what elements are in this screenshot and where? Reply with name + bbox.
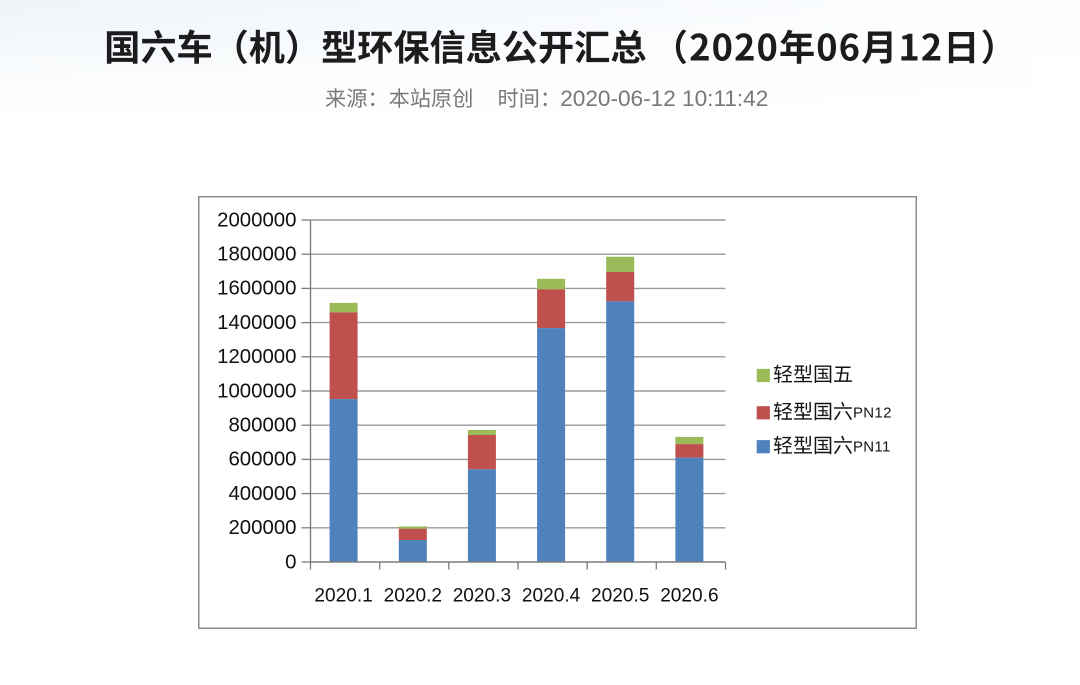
svg-text:800000: 800000 [228,415,296,437]
svg-text:2020.1: 2020.1 [314,586,372,607]
svg-text:1800000: 1800000 [217,244,296,266]
svg-text:PN11: PN11 [853,438,891,455]
svg-text:1000000: 1000000 [217,380,296,402]
svg-text:2020.2: 2020.2 [384,586,442,607]
svg-text:1400000: 1400000 [217,312,296,334]
svg-text:2020.3: 2020.3 [453,586,511,607]
svg-text:200000: 200000 [228,517,296,539]
svg-text:2020-06-12 10:11:42: 2020-06-12 10:11:42 [560,86,768,111]
svg-text:400000: 400000 [228,483,296,505]
svg-text:600000: 600000 [228,449,296,471]
svg-text:2020.6: 2020.6 [660,586,718,607]
svg-text:1200000: 1200000 [217,346,296,368]
svg-text:0: 0 [285,551,296,573]
svg-text:2020.4: 2020.4 [522,586,581,607]
svg-text:2000000: 2000000 [217,209,296,231]
svg-text:2020.5: 2020.5 [591,586,649,607]
svg-text:PN12: PN12 [853,405,892,422]
svg-text:1600000: 1600000 [217,278,296,300]
